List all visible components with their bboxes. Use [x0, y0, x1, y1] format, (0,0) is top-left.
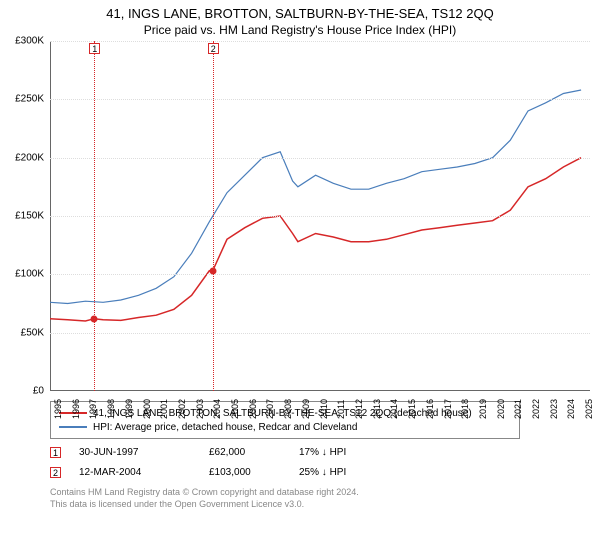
- y-tick-label: £100K: [15, 269, 44, 280]
- x-tick-label: 2015: [407, 399, 417, 419]
- x-tick-label: 2005: [230, 399, 240, 419]
- y-tick-label: £300K: [15, 36, 44, 47]
- sale-delta: 25% ↓ HPI: [299, 467, 399, 478]
- x-tick-label: 2022: [531, 399, 541, 419]
- x-tick-label: 2016: [425, 399, 435, 419]
- x-tick-label: 2020: [496, 399, 506, 419]
- sale-vline: [94, 41, 95, 391]
- gridline: [50, 158, 590, 159]
- x-tick-label: 2010: [319, 399, 329, 419]
- sale-dot-icon: [209, 267, 216, 274]
- sale-price: £103,000: [209, 467, 299, 478]
- x-tick-label: 2002: [177, 399, 187, 419]
- sale-date: 12-MAR-2004: [79, 467, 209, 478]
- x-tick-label: 2014: [389, 399, 399, 419]
- x-tick-label: 1995: [53, 399, 63, 419]
- x-tick-label: 1999: [124, 399, 134, 419]
- sale-row: 2 12-MAR-2004 £103,000 25% ↓ HPI: [50, 465, 600, 479]
- sale-vline: [213, 41, 214, 391]
- gridline: [50, 274, 590, 275]
- x-tick-label: 2018: [460, 399, 470, 419]
- sale-marker-icon: 2: [50, 467, 61, 478]
- sale-delta: 17% ↓ HPI: [299, 447, 399, 458]
- footer-line: This data is licensed under the Open Gov…: [50, 499, 600, 511]
- chart-title-line1: 41, INGS LANE, BROTTON, SALTBURN-BY-THE-…: [0, 0, 600, 21]
- x-tick-label: 2011: [336, 400, 346, 419]
- sale-dot-icon: [91, 315, 98, 322]
- footer: Contains HM Land Registry data © Crown c…: [50, 487, 600, 510]
- y-tick-label: £250K: [15, 94, 44, 105]
- y-tick-label: £0: [33, 386, 44, 397]
- y-tick-label: £200K: [15, 152, 44, 163]
- x-tick-label: 1998: [106, 399, 116, 419]
- legend-label: HPI: Average price, detached house, Redc…: [93, 422, 357, 433]
- footer-line: Contains HM Land Registry data © Crown c…: [50, 487, 600, 499]
- x-tick-label: 2000: [142, 399, 152, 419]
- hpi-line: [50, 90, 581, 304]
- sale-price: £62,000: [209, 447, 299, 458]
- x-tick-label: 2024: [566, 399, 576, 419]
- plot-area: £0£50K£100K£150K£200K£250K£300K 19951996…: [50, 41, 590, 391]
- gridline: [50, 99, 590, 100]
- sale-marker-box: 1: [89, 43, 100, 54]
- sale-marker-box: 2: [208, 43, 219, 54]
- sale-date: 30-JUN-1997: [79, 447, 209, 458]
- x-tick-label: 2012: [354, 399, 364, 419]
- x-tick-label: 1996: [71, 399, 81, 419]
- sale-marker-icon: 1: [50, 447, 61, 458]
- legend-swatch-hpi: [59, 426, 87, 428]
- gridline: [50, 41, 590, 42]
- y-tick-label: £150K: [15, 211, 44, 222]
- legend-row: HPI: Average price, detached house, Redc…: [59, 420, 511, 434]
- x-tick-label: 2006: [248, 399, 258, 419]
- gridline: [50, 333, 590, 334]
- property-line: [50, 158, 581, 321]
- x-tick-label: 2001: [159, 399, 169, 419]
- x-tick-label: 2003: [195, 399, 205, 419]
- gridline: [50, 216, 590, 217]
- x-tick-label: 2023: [549, 399, 559, 419]
- x-tick-label: 2004: [212, 399, 222, 419]
- x-tick-label: 2019: [478, 399, 488, 419]
- x-tick-label: 2017: [443, 399, 453, 419]
- x-tick-label: 2025: [584, 399, 594, 419]
- x-tick-label: 1997: [88, 399, 98, 419]
- x-tick-label: 2021: [513, 399, 523, 419]
- x-tick-label: 2009: [301, 399, 311, 419]
- y-tick-label: £50K: [21, 327, 44, 338]
- sale-row: 1 30-JUN-1997 £62,000 17% ↓ HPI: [50, 445, 600, 459]
- x-tick-label: 2007: [265, 399, 275, 419]
- chart-title-line2: Price paid vs. HM Land Registry's House …: [0, 21, 600, 41]
- chart-container: 41, INGS LANE, BROTTON, SALTBURN-BY-THE-…: [0, 0, 600, 560]
- x-tick-label: 2008: [283, 399, 293, 419]
- x-tick-label: 2013: [372, 399, 382, 419]
